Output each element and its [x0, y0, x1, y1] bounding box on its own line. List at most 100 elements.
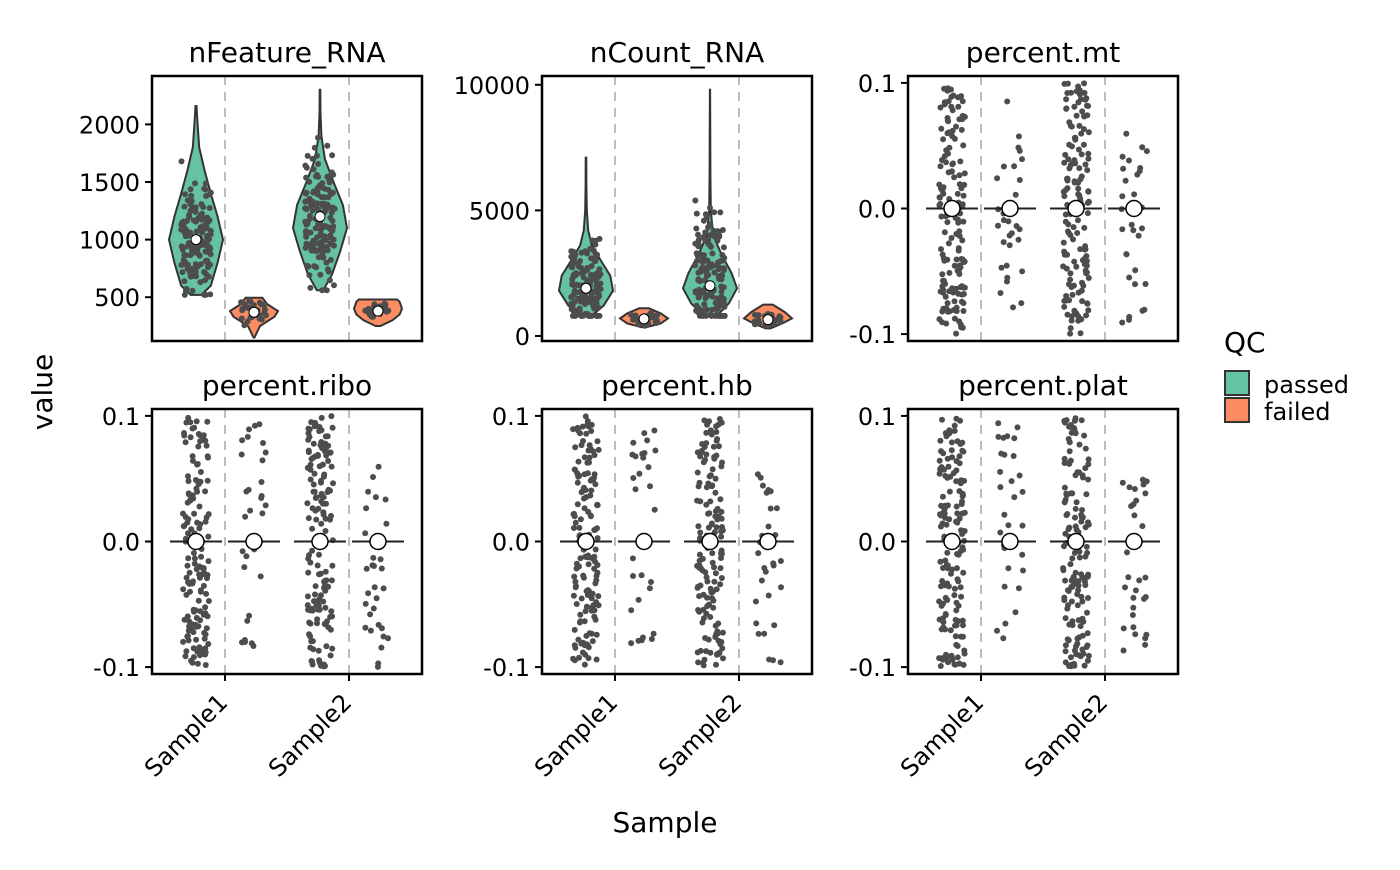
data-point [713, 524, 720, 531]
data-point [593, 656, 600, 663]
data-point [181, 432, 188, 439]
data-point [957, 441, 964, 447]
data-point [708, 483, 715, 490]
data-point [1074, 635, 1081, 642]
data-point [718, 283, 725, 290]
data-point [205, 264, 211, 271]
data-point [588, 487, 595, 494]
data-point [1004, 98, 1011, 105]
data-point [1067, 330, 1074, 337]
data-point [712, 634, 719, 640]
data-point [1085, 129, 1092, 136]
data-point [951, 427, 958, 434]
data-point [248, 640, 255, 647]
data-point [936, 194, 943, 201]
data-point [595, 602, 602, 609]
data-point [995, 222, 1001, 229]
data-point [583, 641, 590, 648]
data-point [328, 463, 335, 470]
data-point [191, 510, 198, 517]
data-point [1005, 565, 1012, 572]
data-point [939, 308, 946, 315]
data-point [1015, 133, 1022, 140]
data-point [694, 497, 701, 504]
data-point [306, 272, 313, 279]
data-point [648, 636, 655, 642]
data-point [944, 549, 951, 556]
data-point [955, 103, 962, 110]
data-point [959, 237, 966, 244]
data-point [180, 638, 187, 645]
data-point [755, 550, 762, 557]
group-sample1-failed [984, 420, 1036, 642]
data-point [571, 626, 578, 633]
data-point [256, 315, 263, 322]
data-point [1061, 460, 1068, 466]
data-point [572, 271, 579, 278]
data-point [997, 468, 1004, 475]
data-point [1061, 193, 1068, 200]
data-point [305, 447, 312, 454]
data-point [1085, 188, 1092, 195]
data-point [950, 160, 956, 167]
data-point [192, 208, 199, 215]
data-point [1019, 488, 1026, 495]
data-point [1120, 165, 1127, 172]
data-point [949, 133, 956, 140]
data-point [1063, 417, 1070, 424]
data-point [1084, 657, 1091, 664]
data-point [951, 174, 958, 181]
data-point [1063, 512, 1070, 519]
data-point [641, 430, 648, 437]
data-point [1064, 175, 1071, 182]
data-point [1126, 484, 1133, 491]
data-point [1001, 583, 1008, 590]
data-point [572, 584, 579, 591]
data-point [189, 453, 196, 460]
data-point [952, 633, 959, 640]
data-point [1062, 577, 1069, 584]
data-point [1079, 507, 1085, 513]
data-point [958, 324, 965, 331]
data-point [327, 234, 334, 241]
data-point [206, 236, 212, 243]
data-point [960, 622, 966, 629]
data-point [1082, 246, 1089, 253]
data-point [1082, 465, 1089, 472]
data-point [305, 425, 312, 432]
data-point [238, 451, 245, 458]
data-point [944, 219, 951, 226]
data-point [370, 554, 377, 561]
data-point [202, 604, 209, 611]
data-point [595, 446, 602, 453]
data-point [1063, 105, 1070, 112]
data-point [325, 186, 332, 193]
data-point [942, 594, 949, 601]
data-point [700, 234, 707, 241]
data-point [203, 442, 210, 449]
data-point [1079, 279, 1085, 286]
data-point [1085, 595, 1091, 601]
median-marker [701, 532, 719, 551]
data-point [1062, 218, 1069, 225]
group-sample1-failed [618, 307, 670, 329]
data-point [189, 425, 196, 432]
data-point [310, 481, 317, 488]
group-sample1-failed [228, 421, 280, 649]
data-point [1003, 262, 1010, 269]
data-point [587, 513, 594, 520]
data-point [1080, 474, 1086, 481]
data-point [584, 592, 591, 598]
data-point [315, 254, 322, 261]
data-point [956, 460, 963, 467]
data-point [1139, 225, 1145, 232]
data-point [581, 618, 588, 625]
data-point [1077, 623, 1084, 630]
median-marker [372, 305, 384, 317]
group-sample2-passed [681, 88, 739, 319]
median-marker [638, 313, 650, 325]
y-tick-label: 1500 [79, 169, 140, 197]
data-point [1136, 168, 1143, 175]
y-tick-label: -0.1 [849, 321, 896, 349]
